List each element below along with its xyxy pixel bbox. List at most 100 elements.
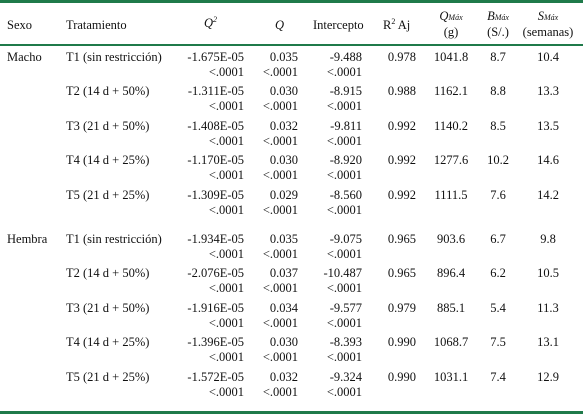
- r2-cell: 0.990: [387, 335, 416, 350]
- sexo-label: Macho: [7, 50, 42, 64]
- qmax-cell: 1162.1: [434, 84, 468, 99]
- r2-cell: 0.990: [387, 369, 416, 384]
- intercepto-cell: -9.075: [329, 232, 362, 246]
- tratamiento-cell: T1 (sin restricción): [66, 50, 162, 64]
- header-smax: SMáx (semanas): [516, 9, 580, 39]
- smax-cell: 13.5: [537, 118, 559, 133]
- q-cell: 0.030: [269, 84, 298, 99]
- q2-cell: -1.675E-05: [187, 50, 244, 64]
- tratamiento-cell: T3 (21 d + 50%): [66, 300, 150, 315]
- q2-p-cell: <.0001: [208, 65, 244, 79]
- intercepto-p-cell: <.0001: [326, 133, 362, 148]
- tratamiento-cell: T1 (sin restricción): [66, 232, 162, 246]
- bottom-rule: [0, 411, 583, 414]
- q2-p-cell: <.0001: [208, 247, 244, 261]
- q-cell: 0.030: [269, 335, 298, 350]
- q2-p-cell: <.0001: [208, 168, 244, 183]
- q-cell: 0.029: [269, 187, 298, 202]
- q2-cell: -1.309E-05: [187, 187, 244, 202]
- bmax-cell: 8.7: [490, 50, 506, 64]
- q-cell: 0.032: [269, 369, 298, 384]
- q2-cell: -1.170E-05: [187, 153, 244, 168]
- intercepto-cell: -9.577: [329, 300, 362, 315]
- q2-cell: -1.916E-05: [187, 300, 244, 315]
- bmax-cell: 7.6: [490, 187, 506, 202]
- smax-cell: 12.9: [537, 369, 559, 384]
- intercepto-cell: -10.487: [323, 266, 362, 281]
- q-cell: 0.030: [269, 153, 298, 168]
- q-cell: 0.035: [269, 232, 298, 246]
- top-rule: [0, 0, 583, 3]
- header-r2-aj: R2 Aj: [383, 16, 411, 32]
- q2-cell: -1.572E-05: [187, 369, 244, 384]
- q-p-cell: <.0001: [262, 350, 298, 365]
- q2-p-cell: <.0001: [208, 350, 244, 365]
- intercepto-p-cell: <.0001: [326, 99, 362, 114]
- q2-p-cell: <.0001: [208, 133, 244, 148]
- r2-cell: 0.965: [387, 266, 416, 281]
- header-qmax-unit: (g): [443, 25, 459, 39]
- qmax-cell: 1068.7: [433, 335, 469, 350]
- q2-p-cell: <.0001: [208, 281, 244, 296]
- q2-cell: -2.076E-05: [187, 266, 244, 281]
- q-p-cell: <.0001: [262, 315, 298, 330]
- header-intercepto: Intercepto: [313, 18, 364, 32]
- qmax-cell: 1140.2: [434, 118, 468, 133]
- intercepto-cell: -8.915: [329, 84, 362, 99]
- bmax-cell: 6.7: [490, 232, 506, 246]
- qmax-cell: 896.4: [436, 266, 466, 281]
- header-bmax: BMáx (S/.): [478, 9, 518, 39]
- q-cell: 0.034: [269, 300, 298, 315]
- r2-cell: 0.992: [387, 187, 416, 202]
- header-smax-unit: (semanas): [522, 25, 574, 39]
- header-tratamiento: Tratamiento: [66, 18, 127, 32]
- q2-cell: -1.408E-05: [187, 118, 244, 133]
- q-p-cell: <.0001: [262, 65, 298, 79]
- sexo-label: Hembra: [7, 232, 48, 246]
- q-p-cell: <.0001: [262, 281, 298, 296]
- intercepto-cell: -8.393: [329, 335, 362, 350]
- q-cell: 0.037: [269, 266, 298, 281]
- bmax-cell: 7.4: [490, 369, 506, 384]
- q-p-cell: <.0001: [262, 99, 298, 114]
- tratamiento-cell: T2 (14 d + 50%): [66, 266, 150, 281]
- qmax-cell: 1111.5: [434, 187, 468, 202]
- tratamiento-cell: T3 (21 d + 50%): [66, 118, 150, 133]
- smax-cell: 14.6: [537, 153, 559, 168]
- r2-cell: 0.992: [387, 118, 416, 133]
- r2-cell: 0.992: [387, 153, 416, 168]
- smax-cell: 13.3: [537, 84, 559, 99]
- intercepto-p-cell: <.0001: [326, 384, 362, 399]
- header-bmax-unit: (S/.): [487, 25, 509, 39]
- header-rule: [0, 44, 583, 46]
- tratamiento-cell: T5 (21 d + 25%): [66, 187, 150, 202]
- qmax-cell: 903.6: [436, 232, 466, 246]
- intercepto-cell: -8.560: [329, 187, 362, 202]
- q2-p-cell: <.0001: [208, 202, 244, 217]
- q-p-cell: <.0001: [262, 384, 298, 399]
- q-cell: 0.032: [269, 118, 298, 133]
- smax-cell: 11.3: [537, 300, 559, 315]
- q2-cell: -1.311E-05: [187, 84, 244, 99]
- intercepto-cell: -9.324: [329, 369, 362, 384]
- qmax-cell: 1031.1: [433, 369, 469, 384]
- tratamiento-cell: T4 (14 d + 25%): [66, 335, 150, 350]
- intercepto-p-cell: <.0001: [326, 281, 362, 296]
- smax-cell: 10.4: [537, 50, 559, 64]
- tratamiento-cell: T5 (21 d + 25%): [66, 369, 150, 384]
- bmax-cell: 6.2: [490, 266, 506, 281]
- bmax-cell: 7.5: [490, 335, 506, 350]
- header-qmax: QMáx (g): [425, 9, 477, 39]
- q-p-cell: <.0001: [262, 168, 298, 183]
- bmax-cell: 5.4: [490, 300, 506, 315]
- r2-cell: 0.988: [387, 84, 416, 99]
- tratamiento-cell: T2 (14 d + 50%): [66, 84, 150, 99]
- q2-cell: -1.934E-05: [187, 232, 244, 246]
- bmax-cell: 8.8: [490, 84, 506, 99]
- q2-cell: -1.396E-05: [187, 335, 244, 350]
- intercepto-p-cell: <.0001: [326, 315, 362, 330]
- smax-cell: 13.1: [537, 335, 559, 350]
- intercepto-p-cell: <.0001: [326, 350, 362, 365]
- qmax-cell: 1277.6: [433, 153, 469, 168]
- r2-cell: 0.979: [387, 300, 416, 315]
